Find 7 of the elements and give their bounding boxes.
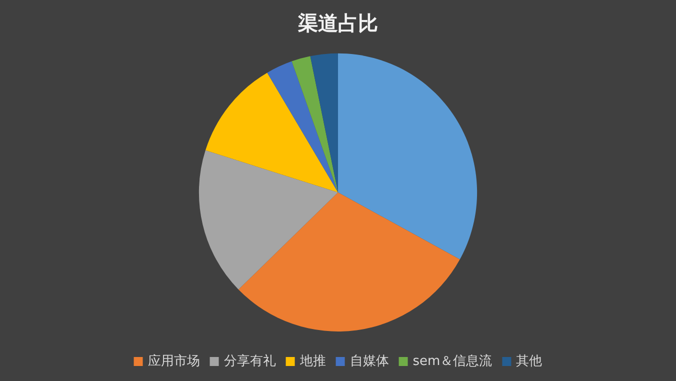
legend-label: 分享有礼 <box>224 353 276 369</box>
legend-label: sem＆信息流 <box>412 353 492 369</box>
legend-label: 自媒体 <box>350 354 389 369</box>
legend-label: 其他 <box>516 354 542 369</box>
chart-title: 渠道占比 <box>297 11 378 35</box>
legend-label: 应用市场 <box>148 353 200 369</box>
legend-label: 地推 <box>298 354 326 369</box>
